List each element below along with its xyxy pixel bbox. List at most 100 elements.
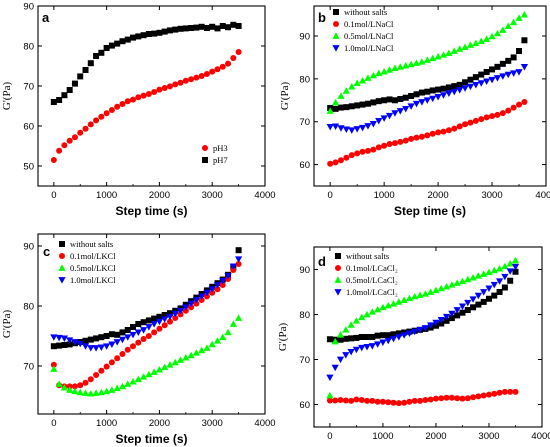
- data-point: [134, 329, 142, 336]
- data-point: [145, 317, 152, 324]
- data-point: [358, 344, 366, 352]
- data-point: [50, 99, 57, 105]
- data-point: [422, 397, 429, 403]
- y-tick-label: 90: [23, 2, 34, 13]
- data-point: [505, 57, 512, 64]
- data-point: [172, 26, 179, 33]
- data-point: [92, 389, 100, 396]
- data-point: [103, 45, 110, 51]
- data-point: [326, 374, 334, 382]
- data-point: [358, 397, 365, 403]
- data-point: [380, 115, 388, 122]
- data-point: [440, 85, 447, 92]
- data-point: [55, 380, 63, 387]
- data-point: [411, 292, 419, 300]
- data-point: [151, 329, 158, 336]
- x-tick-label: 3000: [202, 418, 223, 429]
- data-point: [151, 89, 158, 95]
- data-point: [406, 398, 413, 405]
- x-tick-label: 1000: [96, 418, 117, 429]
- data-point: [224, 328, 232, 336]
- data-point: [337, 397, 344, 403]
- data-point: [485, 391, 492, 398]
- x-tick-label: 4000: [535, 190, 550, 201]
- data-point: [491, 292, 498, 299]
- data-point: [370, 99, 377, 106]
- data-point: [93, 335, 100, 342]
- data-point: [504, 71, 512, 79]
- data-point: [358, 76, 367, 84]
- data-point: [114, 103, 121, 110]
- data-point: [108, 107, 115, 113]
- data-point: [469, 296, 477, 303]
- data-point: [213, 337, 222, 344]
- x-tick-label: 3000: [202, 190, 223, 201]
- legend-entry: without salts: [344, 7, 387, 17]
- data-point: [491, 390, 498, 397]
- data-point: [391, 64, 399, 72]
- data-point: [352, 317, 361, 324]
- data-point: [411, 397, 418, 404]
- legend: without salts 0.1mol/LNaCl 0.5mol/LNaCl 1.0…: [332, 7, 394, 53]
- data-point: [50, 334, 58, 341]
- data-point: [87, 121, 94, 128]
- data-point: [475, 301, 482, 308]
- data-point: [402, 94, 409, 101]
- data-point: [466, 41, 475, 48]
- data-point: [331, 364, 339, 372]
- series-1: [327, 99, 528, 167]
- data-point: [413, 91, 420, 98]
- data-point: [381, 142, 388, 149]
- data-point: [391, 140, 398, 147]
- y-tick-label: 80: [23, 42, 34, 53]
- data-point: [331, 123, 340, 131]
- data-point: [71, 80, 78, 87]
- data-point: [485, 285, 493, 292]
- data-point: [442, 313, 451, 321]
- data-point: [405, 294, 414, 302]
- data-point: [375, 117, 383, 125]
- data-point: [437, 317, 445, 324]
- data-point: [103, 387, 111, 395]
- data-point: [118, 382, 127, 390]
- legend-entry: 0.1mol/LCaCl₂: [346, 263, 398, 273]
- data-point: [443, 317, 450, 324]
- data-point: [348, 335, 355, 342]
- data-point: [402, 61, 410, 69]
- plot-frame: [313, 246, 543, 428]
- data-point: [474, 272, 482, 279]
- data-point: [139, 327, 148, 334]
- data-point: [506, 268, 514, 275]
- legend-entry: without salts: [346, 251, 389, 261]
- x-tick-label: 0: [51, 418, 56, 429]
- data-point: [156, 325, 163, 332]
- data-point: [515, 69, 523, 76]
- data-point: [501, 262, 509, 270]
- x-tick-label: 0: [51, 190, 56, 201]
- data-point: [130, 34, 137, 41]
- data-point: [139, 373, 148, 380]
- data-point: [464, 275, 472, 283]
- data-point: [56, 97, 63, 103]
- data-point: [87, 60, 94, 67]
- data-point: [427, 396, 434, 403]
- data-point: [395, 400, 402, 407]
- data-point: [66, 386, 74, 393]
- data-point: [456, 45, 464, 52]
- data-point: [87, 390, 95, 397]
- data-point: [87, 336, 94, 343]
- plot-frame: [37, 233, 266, 415]
- data-point: [60, 384, 68, 391]
- data-point: [129, 378, 137, 385]
- data-point: [114, 355, 121, 362]
- data-point: [108, 386, 116, 393]
- data-point: [342, 335, 349, 342]
- panel-label: a: [42, 10, 50, 25]
- data-point: [469, 274, 477, 281]
- panel-c: 0 1000 2000 3000 4000 70 80 90 Step time (s) G'(P…: [1, 233, 276, 446]
- data-point: [108, 341, 116, 348]
- data-point: [454, 312, 461, 319]
- data-point: [453, 279, 461, 286]
- data-point: [400, 296, 408, 303]
- data-point: [77, 73, 84, 80]
